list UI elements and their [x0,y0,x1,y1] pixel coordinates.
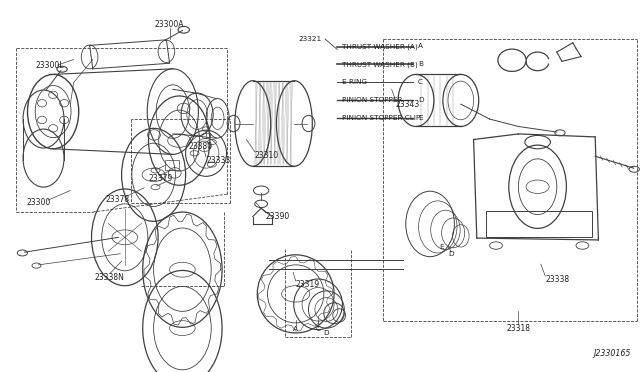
Text: 23379: 23379 [148,174,173,183]
Text: C: C [316,326,321,332]
Text: B: B [418,61,423,67]
Text: 23321: 23321 [299,36,322,42]
Text: 23338: 23338 [545,275,570,284]
Bar [486,211,592,237]
Text: 23390: 23390 [266,212,290,221]
Text: E: E [418,115,422,121]
Text: 23380: 23380 [189,142,213,151]
Text: THRUST WASHER (B): THRUST WASHER (B) [342,61,418,68]
Text: PINION STOPPER: PINION STOPPER [342,97,403,103]
Text: 23310: 23310 [255,151,279,160]
Text: A: A [293,326,298,332]
Text: 23378: 23378 [106,195,130,203]
Text: A: A [418,44,423,49]
Text: 23343: 23343 [396,100,420,109]
Text: D: D [449,251,454,257]
Text: 23338N: 23338N [95,273,125,282]
Text: 23333: 23333 [206,156,230,165]
Text: E RING: E RING [342,79,367,85]
Text: 23300: 23300 [27,198,51,207]
Text: 23300A: 23300A [155,20,184,29]
Text: 23318: 23318 [506,324,531,333]
Bar [165,160,179,170]
Text: C: C [418,79,423,85]
Text: J2330165: J2330165 [593,349,630,358]
Text: E: E [439,244,444,250]
Text: THRUST WASHER (A): THRUST WASHER (A) [342,43,418,50]
Text: PINION STOPPER CLIP: PINION STOPPER CLIP [342,115,420,121]
Text: D: D [324,330,329,336]
Text: 23300L: 23300L [35,61,64,70]
Text: D: D [418,97,424,103]
Text: 23319: 23319 [296,280,320,289]
